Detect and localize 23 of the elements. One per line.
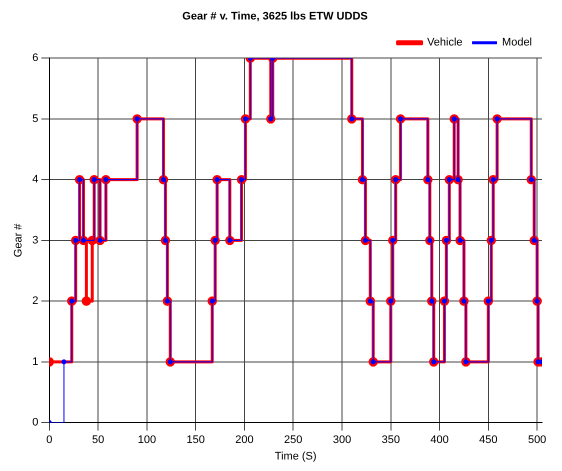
x-tick-label: 500 [528, 434, 546, 446]
x-axis-title: Time (S) [274, 450, 317, 462]
x-tick-label: 250 [284, 434, 302, 446]
x-tick-label: 400 [430, 434, 449, 446]
y-tick-label: 2 [32, 295, 38, 308]
x-tick-label: 0 [46, 434, 52, 446]
x-tick-label: 450 [479, 434, 498, 446]
chart-title: Gear # v. Time, 3625 lbs ETW UDDS [182, 10, 368, 23]
y-tick-label: 3 [32, 234, 38, 246]
y-tick-label: 5 [32, 112, 38, 125]
legend-label: Vehicle [427, 36, 463, 49]
y-tick-label: 4 [32, 174, 38, 186]
x-tick-label: 50 [92, 434, 104, 446]
x-tick-label: 350 [382, 434, 400, 446]
x-tick-label: 200 [235, 434, 254, 446]
x-tick-label: 100 [138, 434, 156, 446]
y-tick-label: 1 [32, 356, 38, 368]
y-tick-label: 6 [32, 52, 38, 64]
y-axis-title: Gear # [12, 222, 25, 258]
x-tick-label: 150 [186, 434, 205, 446]
legend-label: Model [502, 36, 532, 49]
y-tick-label: 0 [32, 416, 38, 429]
x-tick-label: 300 [332, 434, 352, 446]
